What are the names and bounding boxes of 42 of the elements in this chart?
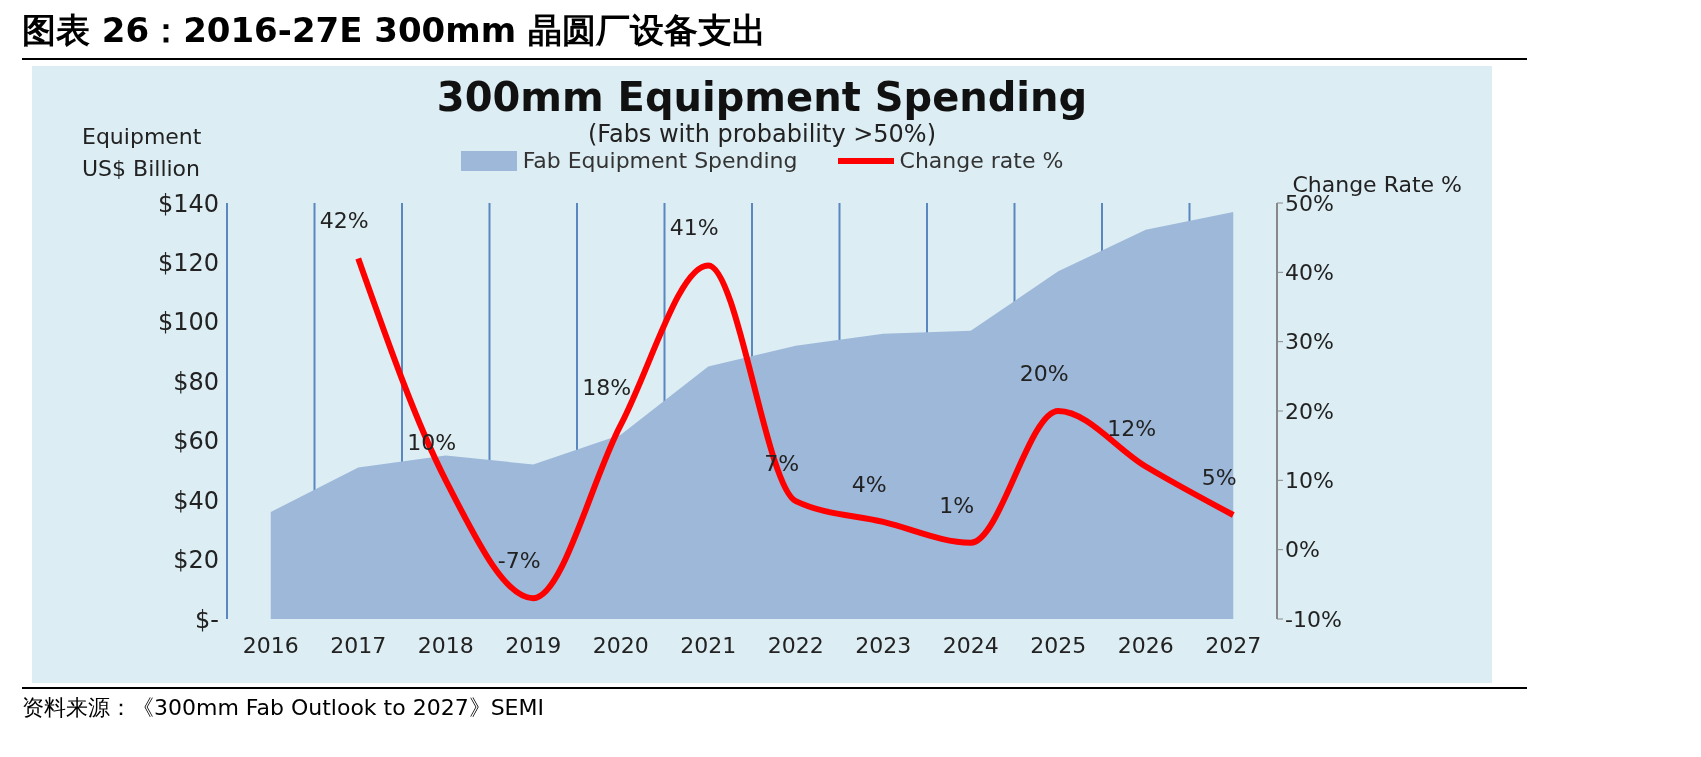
y2-tick-label: 40% — [1285, 260, 1334, 286]
x-tick-label: 2016 — [242, 632, 299, 658]
x-tick-label: 2022 — [767, 632, 824, 658]
x-tick-label: 2026 — [1117, 632, 1174, 658]
legend-label: Change rate % — [899, 148, 1064, 173]
y2-tick-label: -10% — [1285, 606, 1342, 632]
x-tick-label: 2019 — [505, 632, 562, 658]
data-label: 1% — [939, 492, 975, 518]
data-label: 42% — [319, 208, 369, 234]
x-tick-label: 2018 — [417, 632, 474, 658]
y2-tick-label: 0% — [1285, 537, 1320, 563]
x-tick-label: 2020 — [592, 632, 649, 658]
y-tick-label: $40 — [173, 486, 219, 515]
chart-subtitle: 300mm Equipment Spending — [435, 74, 1089, 120]
data-label: 20% — [1019, 361, 1069, 386]
legend-label: Fab Equipment Spending — [522, 148, 798, 173]
data-label: 18% — [582, 374, 632, 400]
y-axis-title: Equipment US$ Billion — [82, 123, 202, 183]
y-tick-label: $20 — [173, 546, 219, 575]
y2-tick-label: 10% — [1285, 468, 1334, 494]
x-tick-label: 2025 — [1030, 632, 1087, 658]
data-label: 4% — [851, 471, 887, 497]
y-tick-label: $100 — [157, 308, 219, 337]
chart-title: 图表 26：2016-27E 300mm 晶圆厂设备支出 — [22, 8, 1527, 60]
data-label: 41% — [669, 215, 719, 241]
x-tick-label: 2017 — [330, 632, 387, 658]
y2-tick-label: 30% — [1285, 329, 1334, 355]
data-label: -7% — [497, 548, 541, 574]
y-tick-label: $80 — [173, 367, 219, 396]
y-tick-label: $140 — [157, 189, 219, 218]
text: (Fabs with probability >50%) — [587, 120, 937, 148]
data-label: 12% — [1107, 416, 1157, 442]
y-tick-label: $- — [195, 605, 219, 634]
x-tick-label: 2024 — [942, 632, 999, 658]
text: 资料来源：《300mm Fab Outlook to 2027》SEMI — [22, 687, 1527, 723]
x-tick-label: 2021 — [680, 632, 737, 658]
y-tick-label: $60 — [173, 427, 219, 456]
x-tick-label: 2027 — [1205, 632, 1262, 658]
data-label: 5% — [1201, 465, 1237, 490]
y-tick-label: $120 — [157, 248, 219, 277]
x-tick-label: 2023 — [855, 632, 912, 658]
y2-tick-label: 20% — [1285, 398, 1334, 424]
